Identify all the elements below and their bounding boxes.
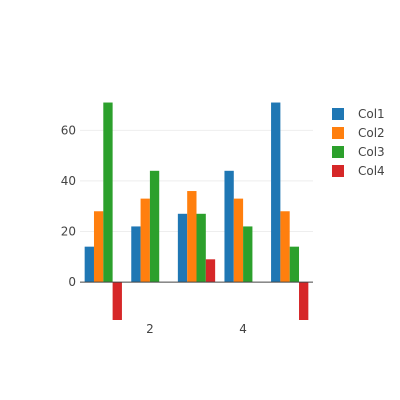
legend-label-col1: Col1	[358, 107, 385, 121]
legend-swatch-col3	[332, 146, 344, 158]
y-tick-label: 40	[61, 174, 76, 188]
legend-swatch-col2	[332, 127, 344, 139]
legend: Col1 Col2 Col3 Col4	[332, 107, 385, 178]
x-tick-label: 4	[239, 322, 247, 336]
axes: 0 20 40 60 2 4	[61, 123, 313, 336]
bar-col1-4	[224, 170, 234, 283]
bar-col3-1	[103, 102, 113, 283]
bar-col1-1	[84, 246, 94, 283]
y-tick-label: 20	[61, 224, 76, 238]
bar-col3-3	[196, 213, 206, 283]
bar-col1-3	[177, 213, 188, 283]
bar-col4-3	[205, 259, 216, 283]
legend-label-col4: Col4	[358, 164, 385, 178]
bar-col4-1	[112, 282, 122, 320]
x-tick-label: 2	[146, 322, 154, 336]
bar-col3-5	[289, 246, 300, 283]
bar-col2-5	[280, 211, 290, 283]
bars	[84, 102, 309, 320]
legend-swatch-col1	[332, 108, 344, 120]
bar-col3-4	[243, 226, 253, 283]
legend-label-col2: Col2	[358, 126, 385, 140]
y-tick-label: 60	[61, 123, 76, 137]
bar-col2-2	[140, 198, 150, 283]
bar-col3-2	[149, 170, 160, 283]
bar-col4-5	[299, 282, 309, 320]
y-tick-label: 0	[68, 275, 76, 289]
bar-col1-5	[271, 102, 281, 283]
legend-label-col3: Col3	[358, 145, 385, 159]
legend-swatch-col4	[332, 165, 344, 177]
bar-col1-2	[131, 226, 141, 283]
bar-col2-3	[187, 191, 197, 283]
bar-col2-4	[233, 198, 244, 283]
bar-col2-1	[93, 211, 104, 283]
